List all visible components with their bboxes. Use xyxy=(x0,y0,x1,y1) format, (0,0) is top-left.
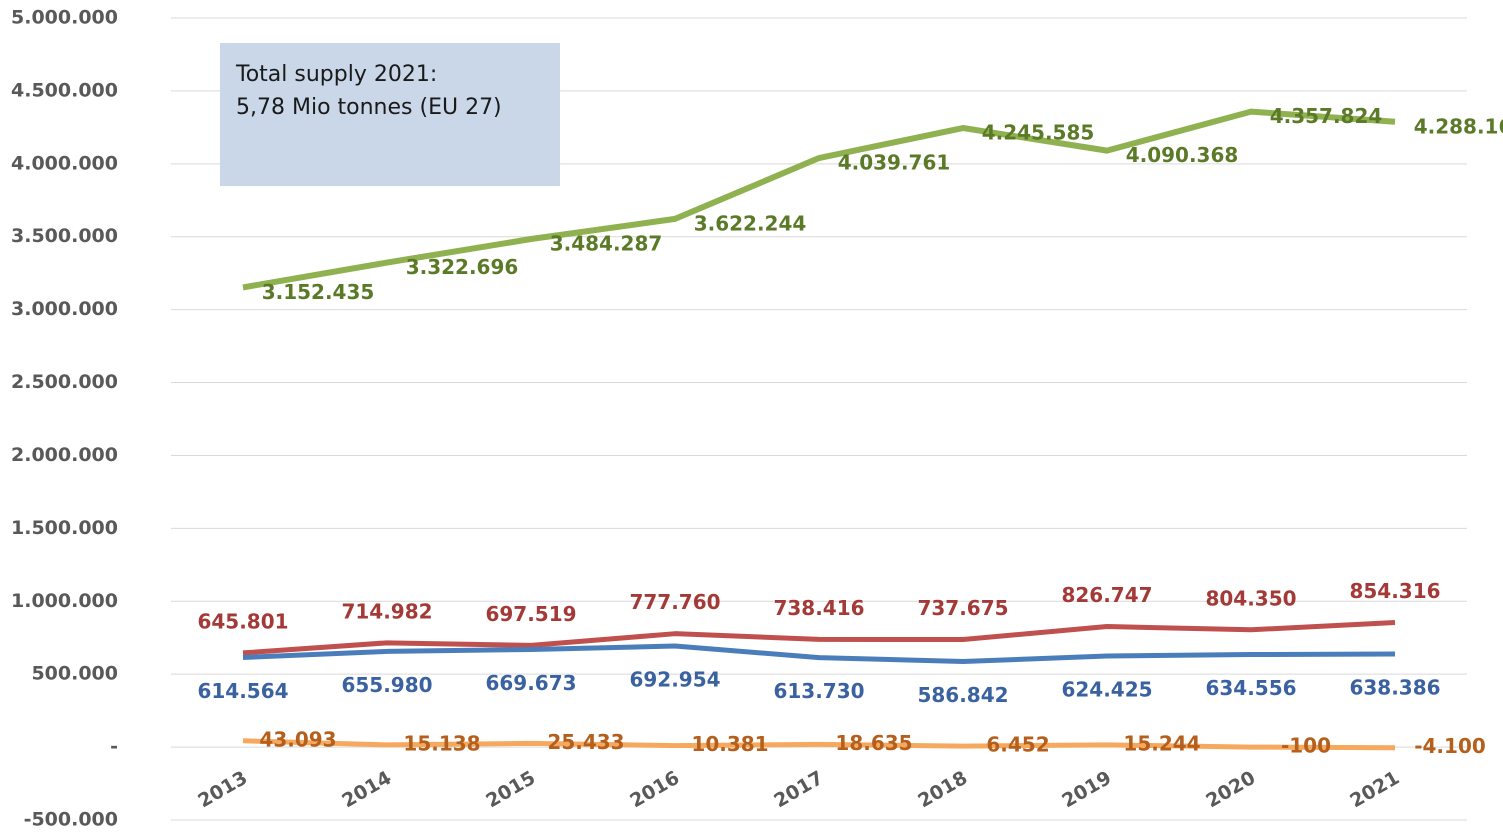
data-label: 3.622.244 xyxy=(694,211,807,235)
data-label: 804.350 xyxy=(1205,586,1296,610)
data-label: 613.730 xyxy=(773,679,864,703)
series-line xyxy=(242,108,1396,291)
data-label: 697.519 xyxy=(485,602,576,626)
data-label: -100 xyxy=(1281,734,1331,758)
y-tick-label: 4.500.000 xyxy=(11,79,118,101)
data-label: 25.433 xyxy=(547,730,624,754)
y-tick-label: 1.500.000 xyxy=(11,517,118,539)
series-line xyxy=(242,620,1396,656)
series-line xyxy=(242,738,1396,751)
x-tick-label: 2017 xyxy=(770,767,827,812)
y-tick-label: 2.500.000 xyxy=(11,371,118,393)
data-label: 3.484.287 xyxy=(550,232,663,256)
data-label: 854.316 xyxy=(1349,579,1440,603)
data-label: 777.760 xyxy=(629,590,720,614)
data-label: 737.675 xyxy=(917,596,1008,620)
data-label: 15.244 xyxy=(1123,731,1200,755)
data-label: 714.982 xyxy=(341,599,432,623)
y-tick-label: - xyxy=(110,736,118,758)
data-label: -4.100 xyxy=(1414,734,1486,758)
data-label: 3.322.696 xyxy=(406,255,519,279)
x-tick-label: 2018 xyxy=(914,767,971,812)
x-tick-label: 2019 xyxy=(1058,767,1115,812)
data-label: 738.416 xyxy=(773,596,864,620)
y-tick-label: 3.500.000 xyxy=(11,225,118,247)
y-tick-label: 3.000.000 xyxy=(11,298,118,320)
annotation-box xyxy=(220,43,560,186)
annotation-text: 5,78 Mio tonnes (EU 27) xyxy=(236,95,502,120)
data-label: 6.452 xyxy=(986,733,1049,757)
data-label: 4.245.585 xyxy=(982,121,1095,145)
y-tick-label: 1.000.000 xyxy=(11,590,118,612)
data-label: 655.980 xyxy=(341,673,432,697)
y-tick-label: 2.000.000 xyxy=(11,444,118,466)
y-tick-label: 500.000 xyxy=(31,663,118,685)
data-label: 43.093 xyxy=(259,727,336,751)
x-tick-label: 2021 xyxy=(1346,767,1403,812)
data-label: 18.635 xyxy=(835,731,912,755)
data-label: 4.288.169 xyxy=(1414,114,1503,138)
x-tick-label: 2015 xyxy=(482,767,539,812)
series-line xyxy=(242,643,1396,665)
data-label: 4.357.824 xyxy=(1270,104,1383,128)
data-label: 614.564 xyxy=(197,679,288,703)
data-label: 3.152.435 xyxy=(262,280,375,304)
data-label: 4.090.368 xyxy=(1126,143,1239,167)
data-label: 692.954 xyxy=(629,668,720,692)
data-label: 634.556 xyxy=(1205,676,1296,700)
data-label: 669.673 xyxy=(485,671,576,695)
data-label: 10.381 xyxy=(691,732,768,756)
y-tick-label: 5.000.000 xyxy=(11,7,118,29)
data-label: 586.842 xyxy=(917,683,1008,707)
y-tick-label: 4.000.000 xyxy=(11,152,118,174)
y-tick-label: -500.000 xyxy=(24,809,118,831)
x-tick-label: 2013 xyxy=(194,767,251,812)
data-label: 624.425 xyxy=(1061,678,1152,702)
data-label: 15.138 xyxy=(403,731,480,755)
annotation-text: Total supply 2021: xyxy=(235,62,437,87)
x-tick-label: 2020 xyxy=(1202,767,1259,812)
x-tick-label: 2016 xyxy=(626,767,683,812)
x-tick-label: 2014 xyxy=(338,767,395,812)
data-label: 638.386 xyxy=(1349,676,1440,700)
data-label: 4.039.761 xyxy=(838,151,951,175)
data-label: 645.801 xyxy=(197,609,288,633)
data-label: 826.747 xyxy=(1061,583,1152,607)
